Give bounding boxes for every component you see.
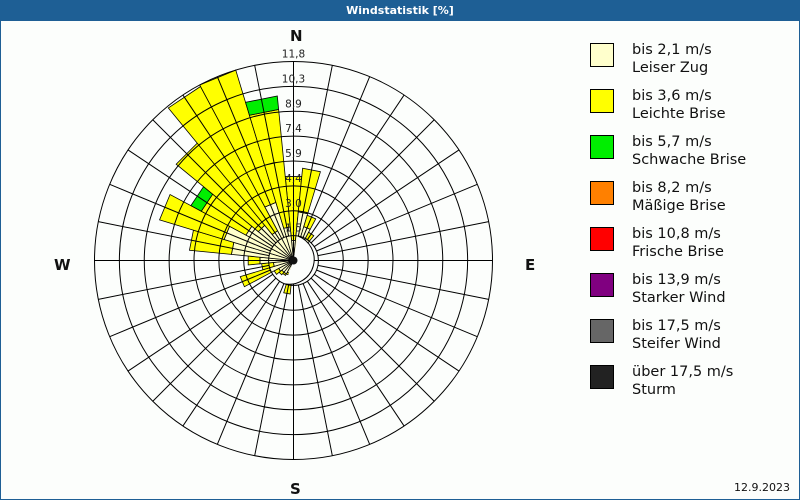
legend-range: bis 2,1 m/s xyxy=(632,42,712,58)
ring-label: 8,9 xyxy=(285,98,302,110)
grid-spoke xyxy=(127,149,274,248)
legend-swatch xyxy=(590,181,614,205)
grid-spoke xyxy=(317,264,489,300)
date-label: 12.9.2023 xyxy=(734,481,790,494)
legend-item: bis 3,6 m/s Leichte Brise xyxy=(590,88,790,135)
legend-swatch xyxy=(590,135,614,159)
legend-swatch xyxy=(590,227,614,251)
grid-spoke xyxy=(109,183,271,252)
grid-spoke xyxy=(297,65,333,237)
grid-spoke xyxy=(306,280,405,427)
ring-label: 3,0 xyxy=(285,198,302,210)
grid-spoke xyxy=(98,264,270,300)
legend-swatch xyxy=(590,273,614,297)
ring-label: 11,8 xyxy=(282,49,305,61)
grid-spoke xyxy=(302,283,371,445)
chart-title: Windstatistik [%] xyxy=(1,1,799,21)
legend-range: bis 13,9 m/s xyxy=(632,272,721,288)
grid-spoke xyxy=(297,284,333,456)
legend-swatch xyxy=(590,43,614,67)
legend-range: bis 17,5 m/s xyxy=(632,318,721,334)
compass-east-label: E xyxy=(525,256,536,274)
legend-label: Sturm xyxy=(632,382,676,398)
grid-spoke xyxy=(127,273,274,372)
grid-spoke xyxy=(182,280,281,427)
ring-label: 7,4 xyxy=(285,123,302,135)
grid-spoke xyxy=(316,269,478,338)
legend-label: Leichte Brise xyxy=(632,106,726,122)
grid-spoke xyxy=(310,119,435,244)
legend-swatch xyxy=(590,89,614,113)
legend-swatch xyxy=(590,365,614,389)
grid-spoke xyxy=(310,277,435,402)
legend-item: über 17,5 m/s Sturm xyxy=(590,364,790,411)
legend-item: bis 10,8 m/s Frische Brise xyxy=(590,226,790,273)
compass-south-label: S xyxy=(290,480,301,498)
legend-item: bis 17,5 m/s Steifer Wind xyxy=(590,318,790,365)
legend-label: Steifer Wind xyxy=(632,336,721,352)
grid-spoke xyxy=(98,221,270,257)
legend-range: bis 5,7 m/s xyxy=(632,134,712,150)
grid-spoke xyxy=(254,65,290,237)
legend-label: Starker Wind xyxy=(632,290,726,306)
grid-spoke xyxy=(182,94,281,241)
grid-spoke xyxy=(313,149,460,248)
grid-spoke xyxy=(316,183,478,252)
grid-spoke xyxy=(313,273,460,372)
rose-bar-segment xyxy=(159,193,231,240)
rose-bar-segment xyxy=(297,167,321,215)
legend-label: Mäßige Brise xyxy=(632,198,726,214)
legend-item: bis 8,2 m/s Mäßige Brise xyxy=(590,180,790,227)
ring-label: 5,9 xyxy=(285,148,302,160)
ring-label: 1,5 xyxy=(285,223,302,235)
legend-label: Frische Brise xyxy=(632,244,724,260)
compass-north-label: N xyxy=(290,27,303,45)
legend-swatch xyxy=(590,319,614,343)
legend-range: bis 10,8 m/s xyxy=(632,226,721,242)
grid-spoke xyxy=(302,76,371,238)
grid-spoke xyxy=(317,221,489,257)
grid-spoke xyxy=(306,94,405,241)
legend-range: über 17,5 m/s xyxy=(632,364,734,380)
grid-spoke xyxy=(216,283,285,445)
legend-label: Schwache Brise xyxy=(632,152,747,168)
ring-label: 10,3 xyxy=(282,73,305,85)
ring-label: 4,4 xyxy=(285,173,302,185)
legend-item: bis 5,7 m/s Schwache Brise xyxy=(590,134,790,181)
rose-bar-segment xyxy=(245,95,280,116)
legend-range: bis 3,6 m/s xyxy=(632,88,712,104)
grid-spoke xyxy=(152,277,277,402)
legend-item: bis 2,1 m/s Leiser Zug xyxy=(590,42,790,89)
grid-spoke xyxy=(109,269,271,338)
grid-spoke xyxy=(216,76,285,238)
grid-spoke xyxy=(254,284,290,456)
legend-label: Leiser Zug xyxy=(632,60,709,76)
compass-west-label: W xyxy=(54,256,71,274)
grid-spoke xyxy=(152,119,277,244)
calm-circle xyxy=(284,236,315,285)
center-hub xyxy=(289,256,298,265)
legend-item: bis 13,9 m/s Starker Wind xyxy=(590,272,790,319)
legend-range: bis 8,2 m/s xyxy=(632,180,712,196)
